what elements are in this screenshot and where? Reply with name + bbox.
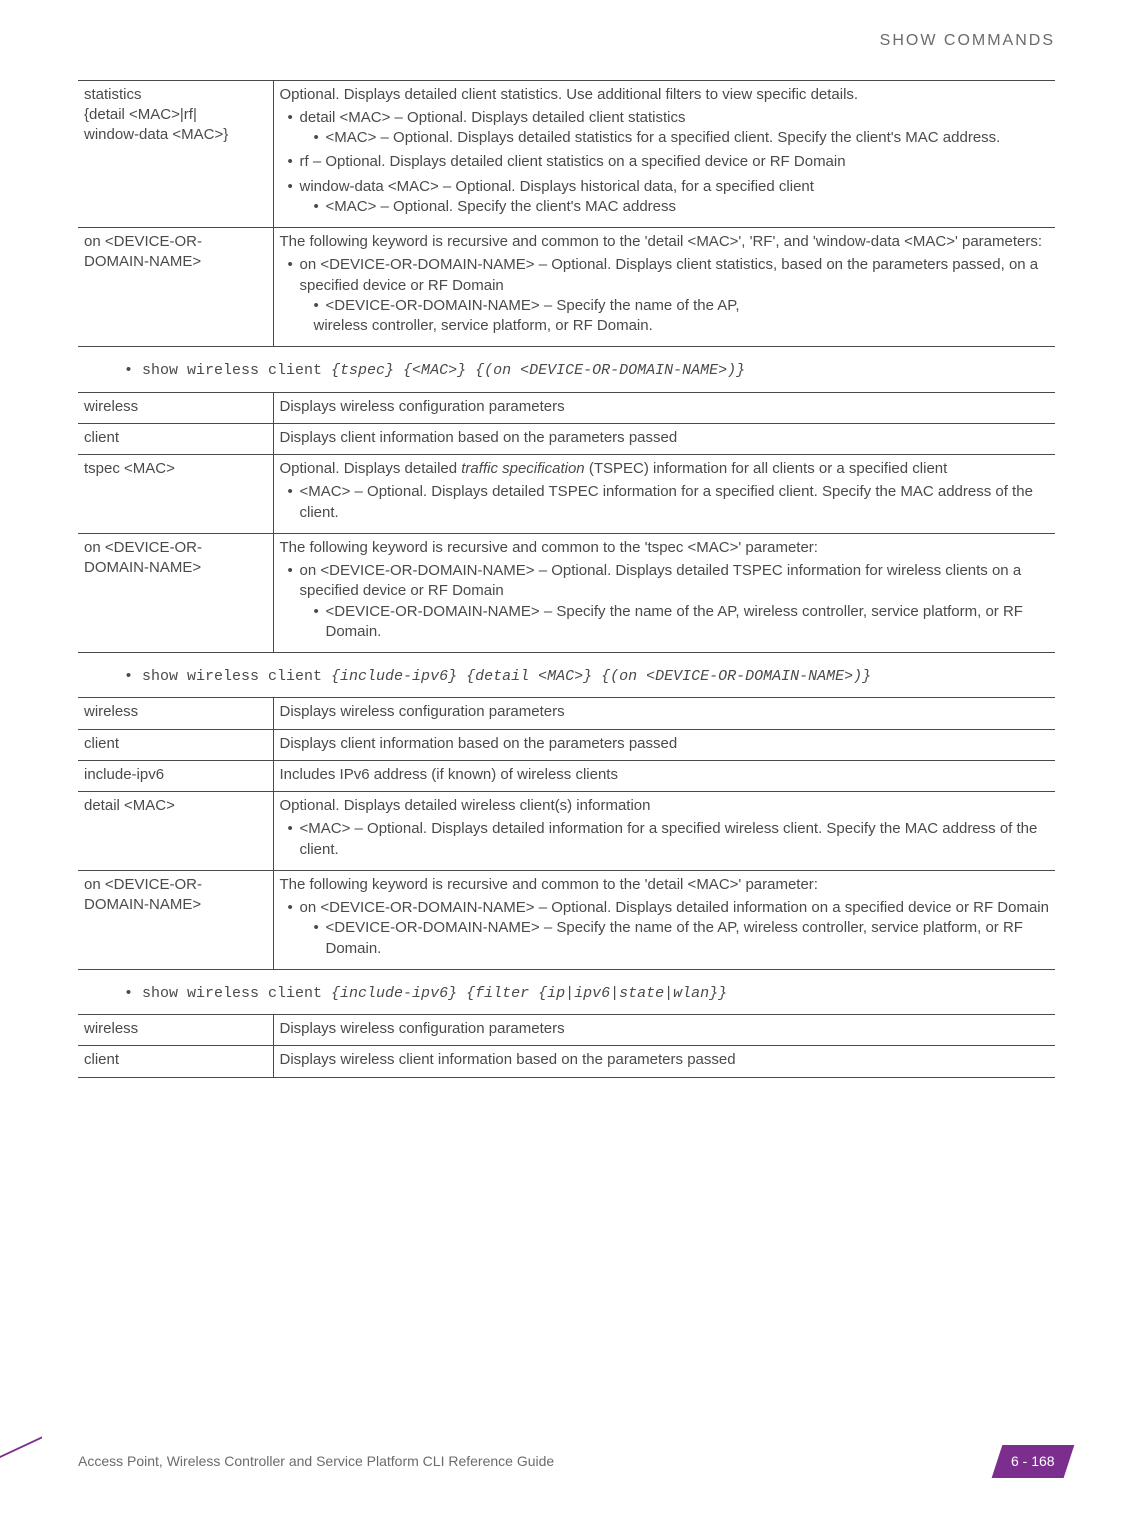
decorative-line (0, 1436, 42, 1458)
desc-text: The following keyword is recursive and c… (280, 876, 818, 893)
desc-cell: The following keyword is recursive and c… (273, 870, 1055, 969)
desc-cell: The following keyword is recursive and c… (273, 533, 1055, 652)
param-cell: on <DEVICE-OR-DOMAIN-NAME> (78, 870, 273, 969)
desc-text: Optional. Displays detailed client stati… (280, 86, 859, 103)
list-item: on <DEVICE-OR-DOMAIN-NAME> – Optional. D… (288, 255, 1050, 336)
desc-cell: Displays wireless configuration paramete… (273, 392, 1055, 423)
param-table-1: statistics {detail <MAC>|rf| window-data… (78, 80, 1055, 348)
cmd-args: {include-ipv6} {detail <MAC>} {(on <DEVI… (331, 668, 871, 685)
table-row: client Displays client information based… (78, 423, 1055, 454)
desc-cell: Optional. Displays detailed traffic spec… (273, 455, 1055, 534)
cmd-args: {include-ipv6} {filter {ip|ipv6|state|wl… (331, 985, 727, 1002)
page-footer: Access Point, Wireless Controller and Se… (78, 1445, 1069, 1478)
desc-cell: Displays wireless configuration paramete… (273, 698, 1055, 729)
list-item: <MAC> – Optional. Displays detailed TSPE… (288, 482, 1050, 523)
bullet-text: on <DEVICE-OR-DOMAIN-NAME> – Optional. D… (300, 562, 1022, 599)
bullet-text: <DEVICE-OR-DOMAIN-NAME> – Specify the na… (326, 919, 1023, 956)
param-cell: tspec <MAC> (78, 455, 273, 534)
table-row: client Displays client information based… (78, 729, 1055, 760)
table-row: include-ipv6 Includes IPv6 address (if k… (78, 760, 1055, 791)
list-item: <DEVICE-OR-DOMAIN-NAME> – Specify the na… (314, 296, 1050, 316)
table-row: wireless Displays wireless configuration… (78, 392, 1055, 423)
cmd-prefix: • show wireless client (124, 362, 331, 379)
desc-text: (TSPEC) information for all clients or a… (585, 460, 948, 477)
bullet-text: rf – Optional. Displays detailed client … (300, 153, 846, 170)
list-item: <DEVICE-OR-DOMAIN-NAME> – Specify the na… (314, 602, 1050, 643)
desc-text: Optional. Displays detailed (280, 460, 462, 477)
list-item: detail <MAC> – Optional. Displays detail… (288, 108, 1050, 149)
bullet-text: <DEVICE-OR-DOMAIN-NAME> – Specify the na… (326, 297, 740, 314)
list-item: <MAC> – Optional. Displays detailed info… (288, 819, 1050, 860)
desc-cell: Displays client information based on the… (273, 423, 1055, 454)
list-item: window-data <MAC> – Optional. Displays h… (288, 177, 1050, 218)
page-header: SHOW COMMANDS (78, 30, 1055, 52)
cmd-prefix: • show wireless client (124, 668, 331, 685)
param-cell: wireless (78, 698, 273, 729)
desc-text: The following keyword is recursive and c… (280, 539, 818, 556)
bullet-text: detail <MAC> – Optional. Displays detail… (300, 109, 686, 126)
list-item: <MAC> – Optional. Displays detailed stat… (314, 128, 1050, 148)
param-cell: wireless (78, 1015, 273, 1046)
table-row: statistics {detail <MAC>|rf| window-data… (78, 80, 1055, 228)
list-item: <MAC> – Optional. Specify the client's M… (314, 197, 1050, 217)
table-row: client Displays wireless client informat… (78, 1046, 1055, 1077)
bullet-text: <MAC> – Optional. Specify the client's M… (326, 198, 677, 215)
bullet-text: on <DEVICE-OR-DOMAIN-NAME> – Optional. D… (300, 899, 1049, 916)
desc-cell: Includes IPv6 address (if known) of wire… (273, 760, 1055, 791)
desc-cell: The following keyword is recursive and c… (273, 228, 1055, 347)
bullet-text: <MAC> – Optional. Displays detailed info… (300, 820, 1038, 857)
continuation-text: wireless controller, service platform, o… (300, 316, 1050, 336)
bullet-text: <MAC> – Optional. Displays detailed stat… (326, 129, 1001, 146)
desc-cell: Optional. Displays detailed client stati… (273, 80, 1055, 228)
param-cell: detail <MAC> (78, 792, 273, 871)
table-row: tspec <MAC> Optional. Displays detailed … (78, 455, 1055, 534)
bullet-text: on <DEVICE-OR-DOMAIN-NAME> – Optional. D… (300, 256, 1039, 293)
param-cell: wireless (78, 392, 273, 423)
param-cell: client (78, 729, 273, 760)
param-table-3: wireless Displays wireless configuration… (78, 697, 1055, 970)
param-cell: client (78, 423, 273, 454)
bullet-text: <DEVICE-OR-DOMAIN-NAME> – Specify the na… (326, 603, 1023, 640)
table-row: on <DEVICE-OR-DOMAIN-NAME> The following… (78, 870, 1055, 969)
desc-cell: Optional. Displays detailed wireless cli… (273, 792, 1055, 871)
param-cell: on <DEVICE-OR-DOMAIN-NAME> (78, 228, 273, 347)
desc-cell: Displays client information based on the… (273, 729, 1055, 760)
page-number: 6 - 168 (1011, 1452, 1055, 1471)
bullet-text: <MAC> – Optional. Displays detailed TSPE… (300, 483, 1033, 520)
table-row: on <DEVICE-OR-DOMAIN-NAME> The following… (78, 228, 1055, 347)
cmd-prefix: • show wireless client (124, 985, 331, 1002)
bullet-text: window-data <MAC> – Optional. Displays h… (300, 178, 814, 195)
list-item: rf – Optional. Displays detailed client … (288, 152, 1050, 172)
command-line: • show wireless client {tspec} {<MAC>} {… (124, 361, 1055, 381)
cmd-args: {tspec} {<MAC>} {(on <DEVICE-OR-DOMAIN-N… (331, 362, 745, 379)
table-row: detail <MAC> Optional. Displays detailed… (78, 792, 1055, 871)
page-number-badge: 6 - 168 (992, 1445, 1074, 1478)
desc-text: Optional. Displays detailed wireless cli… (280, 797, 651, 814)
command-line: • show wireless client {include-ipv6} {d… (124, 667, 1055, 687)
list-item: <DEVICE-OR-DOMAIN-NAME> – Specify the na… (314, 918, 1050, 959)
italic-term: traffic specification (461, 460, 584, 477)
param-cell: statistics {detail <MAC>|rf| window-data… (78, 80, 273, 228)
param-table-2: wireless Displays wireless configuration… (78, 392, 1055, 654)
param-table-4: wireless Displays wireless configuration… (78, 1014, 1055, 1078)
desc-text: The following keyword is recursive and c… (280, 233, 1043, 250)
param-cell: on <DEVICE-OR-DOMAIN-NAME> (78, 533, 273, 652)
param-cell: include-ipv6 (78, 760, 273, 791)
footer-text: Access Point, Wireless Controller and Se… (78, 1452, 554, 1471)
table-row: wireless Displays wireless configuration… (78, 698, 1055, 729)
table-row: wireless Displays wireless configuration… (78, 1015, 1055, 1046)
param-cell: client (78, 1046, 273, 1077)
list-item: on <DEVICE-OR-DOMAIN-NAME> – Optional. D… (288, 898, 1050, 959)
list-item: on <DEVICE-OR-DOMAIN-NAME> – Optional. D… (288, 561, 1050, 642)
desc-cell: Displays wireless configuration paramete… (273, 1015, 1055, 1046)
command-line: • show wireless client {include-ipv6} {f… (124, 984, 1055, 1004)
table-row: on <DEVICE-OR-DOMAIN-NAME> The following… (78, 533, 1055, 652)
desc-cell: Displays wireless client information bas… (273, 1046, 1055, 1077)
